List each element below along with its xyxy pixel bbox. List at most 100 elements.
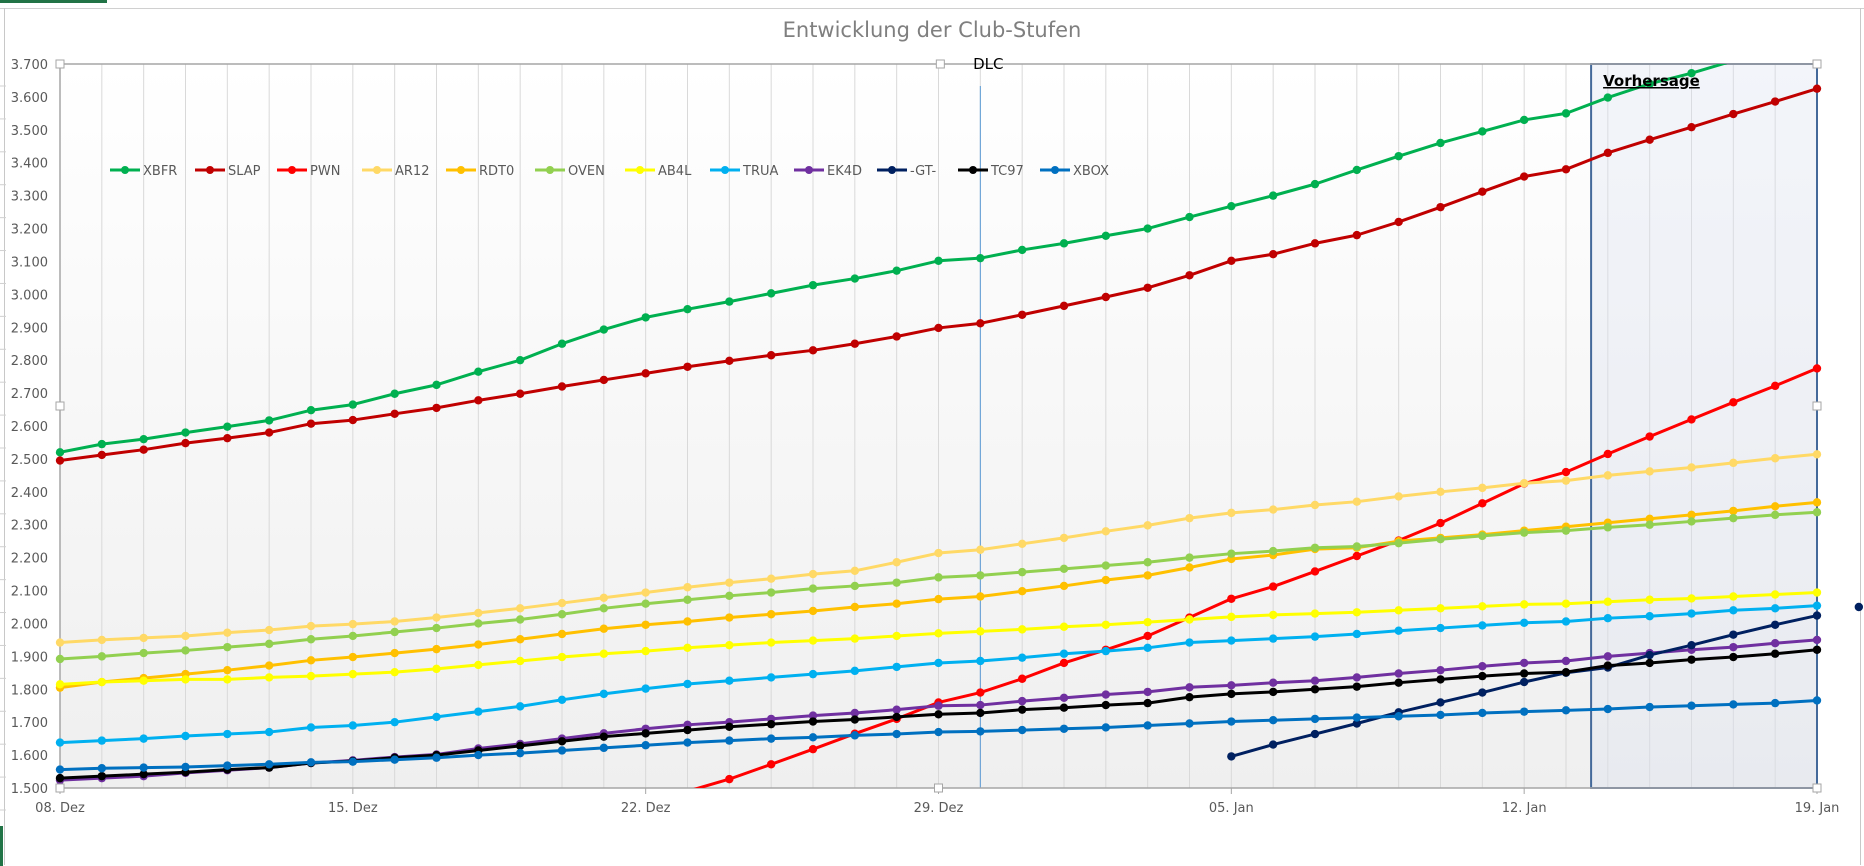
data-point[interactable] [306, 656, 316, 665]
data-point[interactable] [1561, 526, 1571, 535]
data-point[interactable] [1603, 661, 1613, 670]
data-point[interactable] [850, 634, 860, 643]
data-point[interactable] [1310, 676, 1320, 685]
data-point[interactable] [1227, 549, 1236, 558]
data-point[interactable] [934, 727, 943, 737]
data-point[interactable] [139, 648, 148, 658]
data-point[interactable] [390, 755, 399, 764]
series-ab4l[interactable] [55, 588, 1822, 689]
data-point[interactable] [390, 667, 399, 677]
data-point[interactable] [1143, 698, 1152, 708]
data-point[interactable] [1812, 498, 1822, 507]
data-point[interactable] [55, 773, 65, 783]
data-point[interactable] [1603, 449, 1613, 459]
data-point[interactable] [1101, 527, 1111, 536]
data-point[interactable] [306, 635, 316, 644]
legend-item[interactable]: RDT0 [446, 164, 514, 179]
data-point[interactable] [1017, 245, 1027, 255]
data-point[interactable] [934, 701, 943, 710]
data-point[interactable] [976, 708, 985, 718]
data-point[interactable] [390, 627, 399, 637]
data-point[interactable] [1394, 606, 1403, 615]
data-point[interactable] [1687, 517, 1696, 526]
data-point[interactable] [599, 375, 609, 385]
data-point[interactable] [557, 610, 567, 619]
data-point[interactable] [1770, 510, 1780, 520]
data-point[interactable] [976, 627, 985, 636]
data-point[interactable] [1729, 642, 1738, 652]
data-point[interactable] [725, 736, 734, 745]
data-point[interactable] [766, 610, 776, 619]
data-point[interactable] [1561, 109, 1571, 118]
data-point[interactable] [1687, 655, 1696, 664]
data-point[interactable] [181, 675, 190, 684]
data-point[interactable] [97, 677, 107, 687]
data-point[interactable] [432, 623, 441, 633]
data-point[interactable] [97, 771, 107, 781]
data-point[interactable] [766, 673, 776, 682]
data-point[interactable] [1478, 127, 1487, 136]
data-point[interactable] [1645, 702, 1654, 712]
data-point[interactable] [892, 332, 901, 341]
data-point[interactable] [139, 769, 148, 779]
data-point[interactable] [1436, 604, 1445, 613]
data-point[interactable] [683, 362, 692, 371]
data-point[interactable] [1352, 230, 1362, 240]
data-point[interactable] [934, 256, 943, 265]
data-point[interactable] [1352, 608, 1362, 617]
data-point[interactable] [1227, 508, 1236, 518]
data-point[interactable] [55, 738, 65, 747]
data-point[interactable] [1603, 613, 1613, 623]
data-point[interactable] [1812, 601, 1822, 610]
data-point[interactable] [1185, 719, 1194, 728]
data-point[interactable] [1310, 500, 1320, 510]
data-point[interactable] [1310, 685, 1320, 694]
data-point[interactable] [1645, 514, 1654, 524]
data-point[interactable] [1310, 632, 1320, 641]
data-point[interactable] [181, 646, 190, 655]
data-point[interactable] [264, 760, 274, 769]
data-point[interactable] [1770, 590, 1780, 599]
data-point[interactable] [683, 679, 692, 689]
resize-handle[interactable] [935, 59, 945, 69]
series-slap[interactable] [55, 84, 1822, 465]
data-point[interactable] [264, 428, 274, 437]
data-point[interactable] [1561, 476, 1571, 485]
data-point[interactable] [432, 712, 441, 722]
data-point[interactable] [641, 588, 650, 597]
data-point[interactable] [892, 631, 901, 641]
data-point[interactable] [1770, 97, 1780, 106]
legend-item[interactable]: XBOX [1040, 164, 1109, 179]
data-point[interactable] [1185, 212, 1194, 222]
data-point[interactable] [432, 613, 441, 622]
data-point[interactable] [1101, 292, 1111, 302]
data-point[interactable] [1729, 700, 1738, 709]
data-point[interactable] [1059, 239, 1069, 248]
data-point[interactable] [976, 592, 985, 601]
data-point[interactable] [1519, 172, 1529, 181]
data-point[interactable] [1352, 682, 1362, 691]
data-point[interactable] [1436, 675, 1445, 684]
data-point[interactable] [139, 676, 148, 685]
data-point[interactable] [1519, 707, 1529, 716]
data-point[interactable] [725, 722, 734, 731]
data-point[interactable] [1478, 688, 1487, 697]
data-point[interactable] [599, 604, 609, 613]
legend-item[interactable]: SLAP [195, 164, 261, 179]
data-point[interactable] [515, 604, 525, 613]
data-point[interactable] [1770, 502, 1780, 511]
data-point[interactable] [390, 389, 399, 398]
data-point[interactable] [1812, 635, 1822, 645]
series-oven[interactable] [55, 508, 1822, 664]
data-point[interactable] [1436, 535, 1445, 544]
data-point[interactable] [515, 355, 525, 365]
data-point[interactable] [1310, 714, 1320, 724]
data-point[interactable] [515, 748, 525, 758]
data-point[interactable] [683, 725, 692, 735]
data-point[interactable] [1101, 575, 1111, 585]
data-point[interactable] [474, 396, 483, 405]
data-point[interactable] [1017, 696, 1027, 706]
data-point[interactable] [1436, 623, 1445, 633]
data-point[interactable] [1519, 528, 1529, 537]
data-point[interactable] [850, 731, 860, 740]
